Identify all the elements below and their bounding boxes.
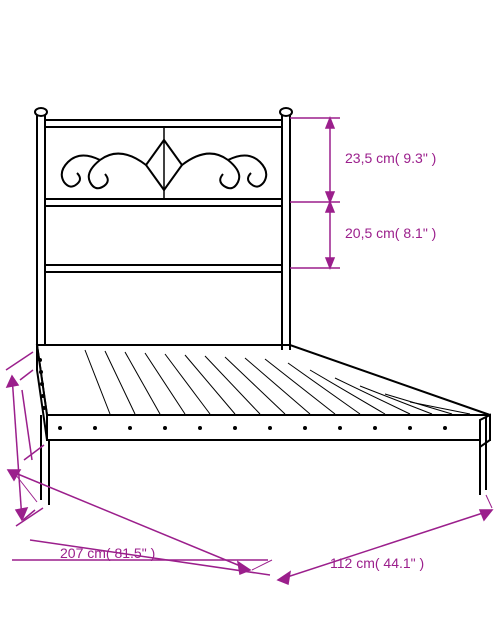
dim-207-112 (8, 470, 492, 584)
bed-platform (37, 345, 490, 505)
bed-dimension-diagram (0, 0, 500, 641)
headboard (35, 108, 292, 350)
